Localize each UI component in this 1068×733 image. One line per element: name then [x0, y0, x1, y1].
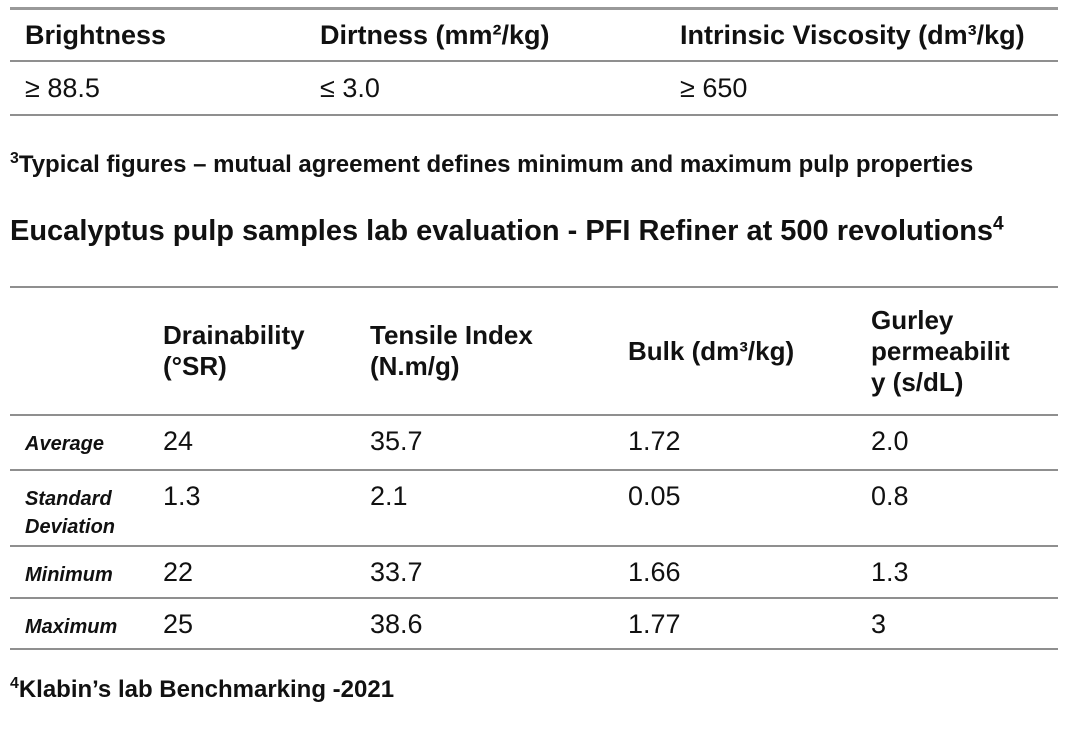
average-drainability: 24 [163, 426, 194, 456]
row-label-average: Average [25, 433, 104, 455]
minimum-tensile-index: 33.7 [370, 557, 423, 587]
table-row-standard-deviation: Standard Deviation 1.3 2.1 0.05 0.8 [10, 471, 1058, 547]
spec-header-dirtness: Dirtness (mm²/kg) [320, 19, 550, 50]
maximum-bulk: 1.77 [628, 609, 681, 639]
spec-header-brightness: Brightness [25, 19, 167, 50]
spec-value-dirtness: ≤ 3.0 [320, 72, 380, 103]
stddev-bulk: 0.05 [628, 481, 681, 511]
average-gurley-permeability: 2.0 [871, 426, 909, 456]
row-label-standard-deviation: Standard Deviation [25, 488, 116, 538]
maximum-drainability: 25 [163, 609, 194, 639]
maximum-gurley-permeability: 3 [871, 609, 887, 639]
row-label-maximum: Maximum [25, 616, 118, 638]
lab-evaluation-table: Drainability (°SR) Tensile Index (N.m/g)… [10, 286, 1058, 650]
eval-header-bulk: Bulk (dm³/kg) [628, 335, 795, 366]
spec-value-intrinsic-viscosity: ≥ 650 [680, 72, 748, 103]
spec-value-brightness: ≥ 88.5 [25, 72, 100, 103]
stddev-tensile-index: 2.1 [370, 481, 408, 511]
spec-header-intrinsic-viscosity: Intrinsic Viscosity (dm³/kg) [680, 19, 1025, 50]
section-heading: Eucalyptus pulp samples lab evaluation -… [10, 212, 1058, 250]
minimum-gurley-permeability: 1.3 [871, 557, 909, 587]
eval-table-header-row: Drainability (°SR) Tensile Index (N.m/g)… [10, 288, 1058, 416]
table-row-maximum: Maximum 25 38.6 1.77 3 [10, 599, 1058, 650]
table-row-minimum: Minimum 22 33.7 1.66 1.3 [10, 547, 1058, 599]
footnote-3-marker: 3 [10, 150, 19, 167]
section-heading-text: Eucalyptus pulp samples lab evaluation -… [10, 215, 994, 247]
spec-table-values-row: ≥ 88.5 ≤ 3.0 ≥ 650 [10, 62, 1058, 116]
average-bulk: 1.72 [628, 426, 681, 456]
footnote-3-text: Typical figures – mutual agreement defin… [18, 151, 974, 178]
eval-header-tensile-index: Tensile Index (N.m/g) [370, 320, 533, 381]
footnote-klabin-benchmarking: 4Klabin’s lab Benchmarking -2021 [10, 672, 1058, 708]
stddev-drainability: 1.3 [163, 481, 201, 511]
average-tensile-index: 35.7 [370, 426, 423, 456]
minimum-drainability: 22 [163, 557, 194, 587]
minimum-bulk: 1.66 [628, 557, 681, 587]
document-page: Brightness Dirtness (mm²/kg) Intrinsic V… [0, 7, 1068, 733]
stddev-gurley-permeability: 0.8 [871, 481, 909, 511]
footnote-typical-figures: 3Typical figures – mutual agreement defi… [10, 147, 1058, 183]
eval-header-gurley-permeability: Gurley permeabilit y (s/dL) [871, 304, 1010, 397]
pulp-spec-table: Brightness Dirtness (mm²/kg) Intrinsic V… [10, 7, 1058, 116]
row-label-minimum: Minimum [25, 564, 113, 586]
section-heading-superscript: 4 [993, 213, 1004, 235]
spec-table-header-row: Brightness Dirtness (mm²/kg) Intrinsic V… [10, 10, 1058, 62]
footnote-4-marker: 4 [10, 675, 19, 692]
maximum-tensile-index: 38.6 [370, 609, 423, 639]
eval-header-drainability: Drainability (°SR) [163, 320, 305, 381]
table-row-average: Average 24 35.7 1.72 2.0 [10, 416, 1058, 471]
footnote-4-text: Klabin’s lab Benchmarking -2021 [18, 676, 395, 703]
